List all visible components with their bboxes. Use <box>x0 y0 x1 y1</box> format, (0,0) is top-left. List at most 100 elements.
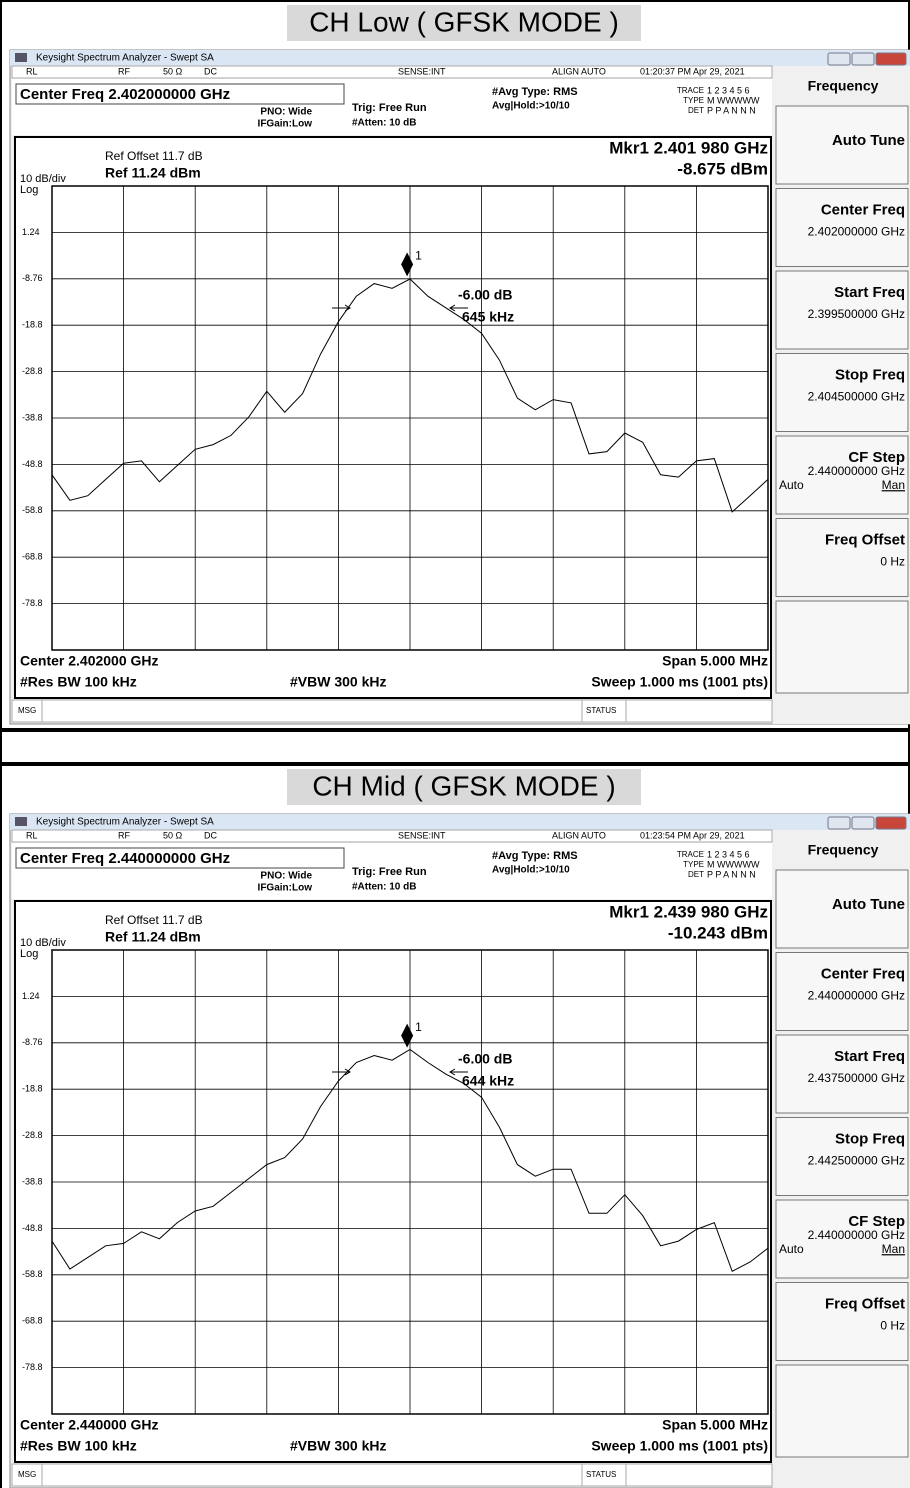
annotation: -6.00 dB <box>458 1051 512 1067</box>
softkey-label: CF Step <box>848 449 905 466</box>
softkey[interactable] <box>775 1117 909 1196</box>
minimize-button[interactable] <box>827 52 851 66</box>
softkey[interactable] <box>775 270 909 350</box>
softkey[interactable] <box>775 952 909 1031</box>
trace-value: P P A N N N <box>707 105 756 115</box>
panel-separator <box>0 728 910 732</box>
title-bar <box>10 814 910 830</box>
softkey[interactable] <box>775 105 909 185</box>
minimize-button[interactable] <box>827 816 851 830</box>
maximize-button[interactable] <box>851 816 875 830</box>
status-item: RL <box>26 66 38 76</box>
softkey[interactable] <box>775 518 909 597</box>
status-item: RL <box>26 830 38 840</box>
trigger: Trig: Free Run <box>352 866 427 878</box>
softkey[interactable] <box>775 1199 909 1279</box>
softkey <box>775 600 909 694</box>
y-tick-label: -18.8 <box>22 1084 43 1094</box>
ref-offset: Ref Offset 11.7 dB <box>105 913 203 927</box>
softkey[interactable] <box>775 869 909 949</box>
y-tick-label: -58.8 <box>22 505 43 515</box>
softkey-value: 2.399500000 GHz <box>808 307 905 321</box>
y-tick-label: -28.8 <box>22 366 43 376</box>
trace-key: TYPE <box>683 96 704 105</box>
y-tick-label: -48.8 <box>22 459 43 469</box>
status-item: 50 Ω <box>163 830 183 840</box>
trace-value: 1 2 3 4 5 6 <box>707 849 750 859</box>
y-tick-label: -38.8 <box>22 1176 43 1186</box>
avg-type: #Avg Type: RMS <box>492 86 578 98</box>
maximize-button[interactable] <box>851 52 875 66</box>
trace-value: P P A N N N <box>707 869 756 879</box>
y-tick-label: -48.8 <box>22 1223 43 1233</box>
y-tick-label: -68.8 <box>22 1316 43 1326</box>
message-bar <box>11 699 773 723</box>
pno: PNO: Wide <box>260 871 312 882</box>
softkey-label: Freq Offset <box>825 1295 905 1312</box>
close-button[interactable] <box>875 816 907 830</box>
menu-title: Frequency <box>808 78 879 94</box>
trigger: Trig: Free Run <box>352 102 427 114</box>
footer-center: Center 2.440000 GHz <box>20 1417 159 1433</box>
y-tick-label: -78.8 <box>22 1362 43 1372</box>
softkey-value: 0 Hz <box>880 555 905 569</box>
pno: PNO: Wide <box>260 107 312 118</box>
softkey-value: 2.437500000 GHz <box>808 1071 905 1085</box>
status-item: SENSE:INT <box>398 66 446 76</box>
softkey-value: 2.404500000 GHz <box>808 390 905 404</box>
y-tick-label: -78.8 <box>22 598 43 608</box>
trace-key: DET <box>688 870 704 879</box>
trace-key: TRACE <box>677 850 704 859</box>
y-tick-label: -18.8 <box>22 320 43 330</box>
trace-key: TRACE <box>677 86 704 95</box>
scale: 10 dB/div <box>20 937 66 949</box>
softkey-man: Man <box>882 478 905 492</box>
footer-vbw: #VBW 300 kHz <box>290 1438 386 1454</box>
softkey-label: Auto Tune <box>832 896 905 913</box>
status-item: 01:23:54 PM Apr 29, 2021 <box>640 830 745 840</box>
status-item: RF <box>118 66 130 76</box>
softkey[interactable] <box>775 435 909 515</box>
msg-label: MSG <box>18 1470 36 1479</box>
softkey[interactable] <box>775 1282 909 1361</box>
softkey-label: Stop Freq <box>835 366 905 383</box>
marker-level: -10.243 dBm <box>668 923 768 942</box>
footer-span: Span 5.000 MHz <box>662 653 768 669</box>
softkey-value: 0 Hz <box>880 1319 905 1333</box>
marker-level: -8.675 dBm <box>677 159 768 178</box>
center-freq: Center Freq 2.440000000 GHz <box>20 850 230 867</box>
status-item: ALIGN AUTO <box>552 66 606 76</box>
y-tick-label: -8.76 <box>22 273 43 283</box>
close-button[interactable] <box>875 52 907 66</box>
marker-freq: Mkr1 2.401 980 GHz <box>609 138 768 157</box>
center-freq-box <box>15 847 345 869</box>
footer-sweep: Sweep 1.000 ms (1001 pts) <box>591 674 768 690</box>
softkey[interactable] <box>775 353 909 432</box>
panel-title: CH Low ( GFSK MODE ) <box>309 6 619 37</box>
softkey <box>775 1364 909 1458</box>
title-highlight <box>287 769 641 805</box>
trace-key: TYPE <box>683 860 704 869</box>
footer-span: Span 5.000 MHz <box>662 1417 768 1433</box>
center-freq: Center Freq 2.402000000 GHz <box>20 86 230 103</box>
msg-label: MSG <box>18 706 36 715</box>
menu-title: Frequency <box>808 842 879 858</box>
app-icon <box>15 53 27 62</box>
status-label: STATUS <box>586 1470 616 1479</box>
softkey[interactable] <box>775 1034 909 1114</box>
softkey-auto: Auto <box>779 478 804 492</box>
title-bar <box>10 50 910 66</box>
ifgain: IFGain:Low <box>258 883 313 894</box>
status-item: 50 Ω <box>163 66 183 76</box>
message-bar <box>11 1463 773 1487</box>
softkey[interactable] <box>775 188 909 267</box>
trace-key: DET <box>688 106 704 115</box>
avg-hold: Avg|Hold:>10/10 <box>492 101 570 112</box>
softkey-value: 2.440000000 GHz <box>808 464 905 478</box>
log-label: Log <box>20 184 38 196</box>
trace-value: M WWWWW <box>707 859 760 869</box>
status-item: 01:20:37 PM Apr 29, 2021 <box>640 66 745 76</box>
softkey-auto: Auto <box>779 1242 804 1256</box>
footer-vbw: #VBW 300 kHz <box>290 674 386 690</box>
